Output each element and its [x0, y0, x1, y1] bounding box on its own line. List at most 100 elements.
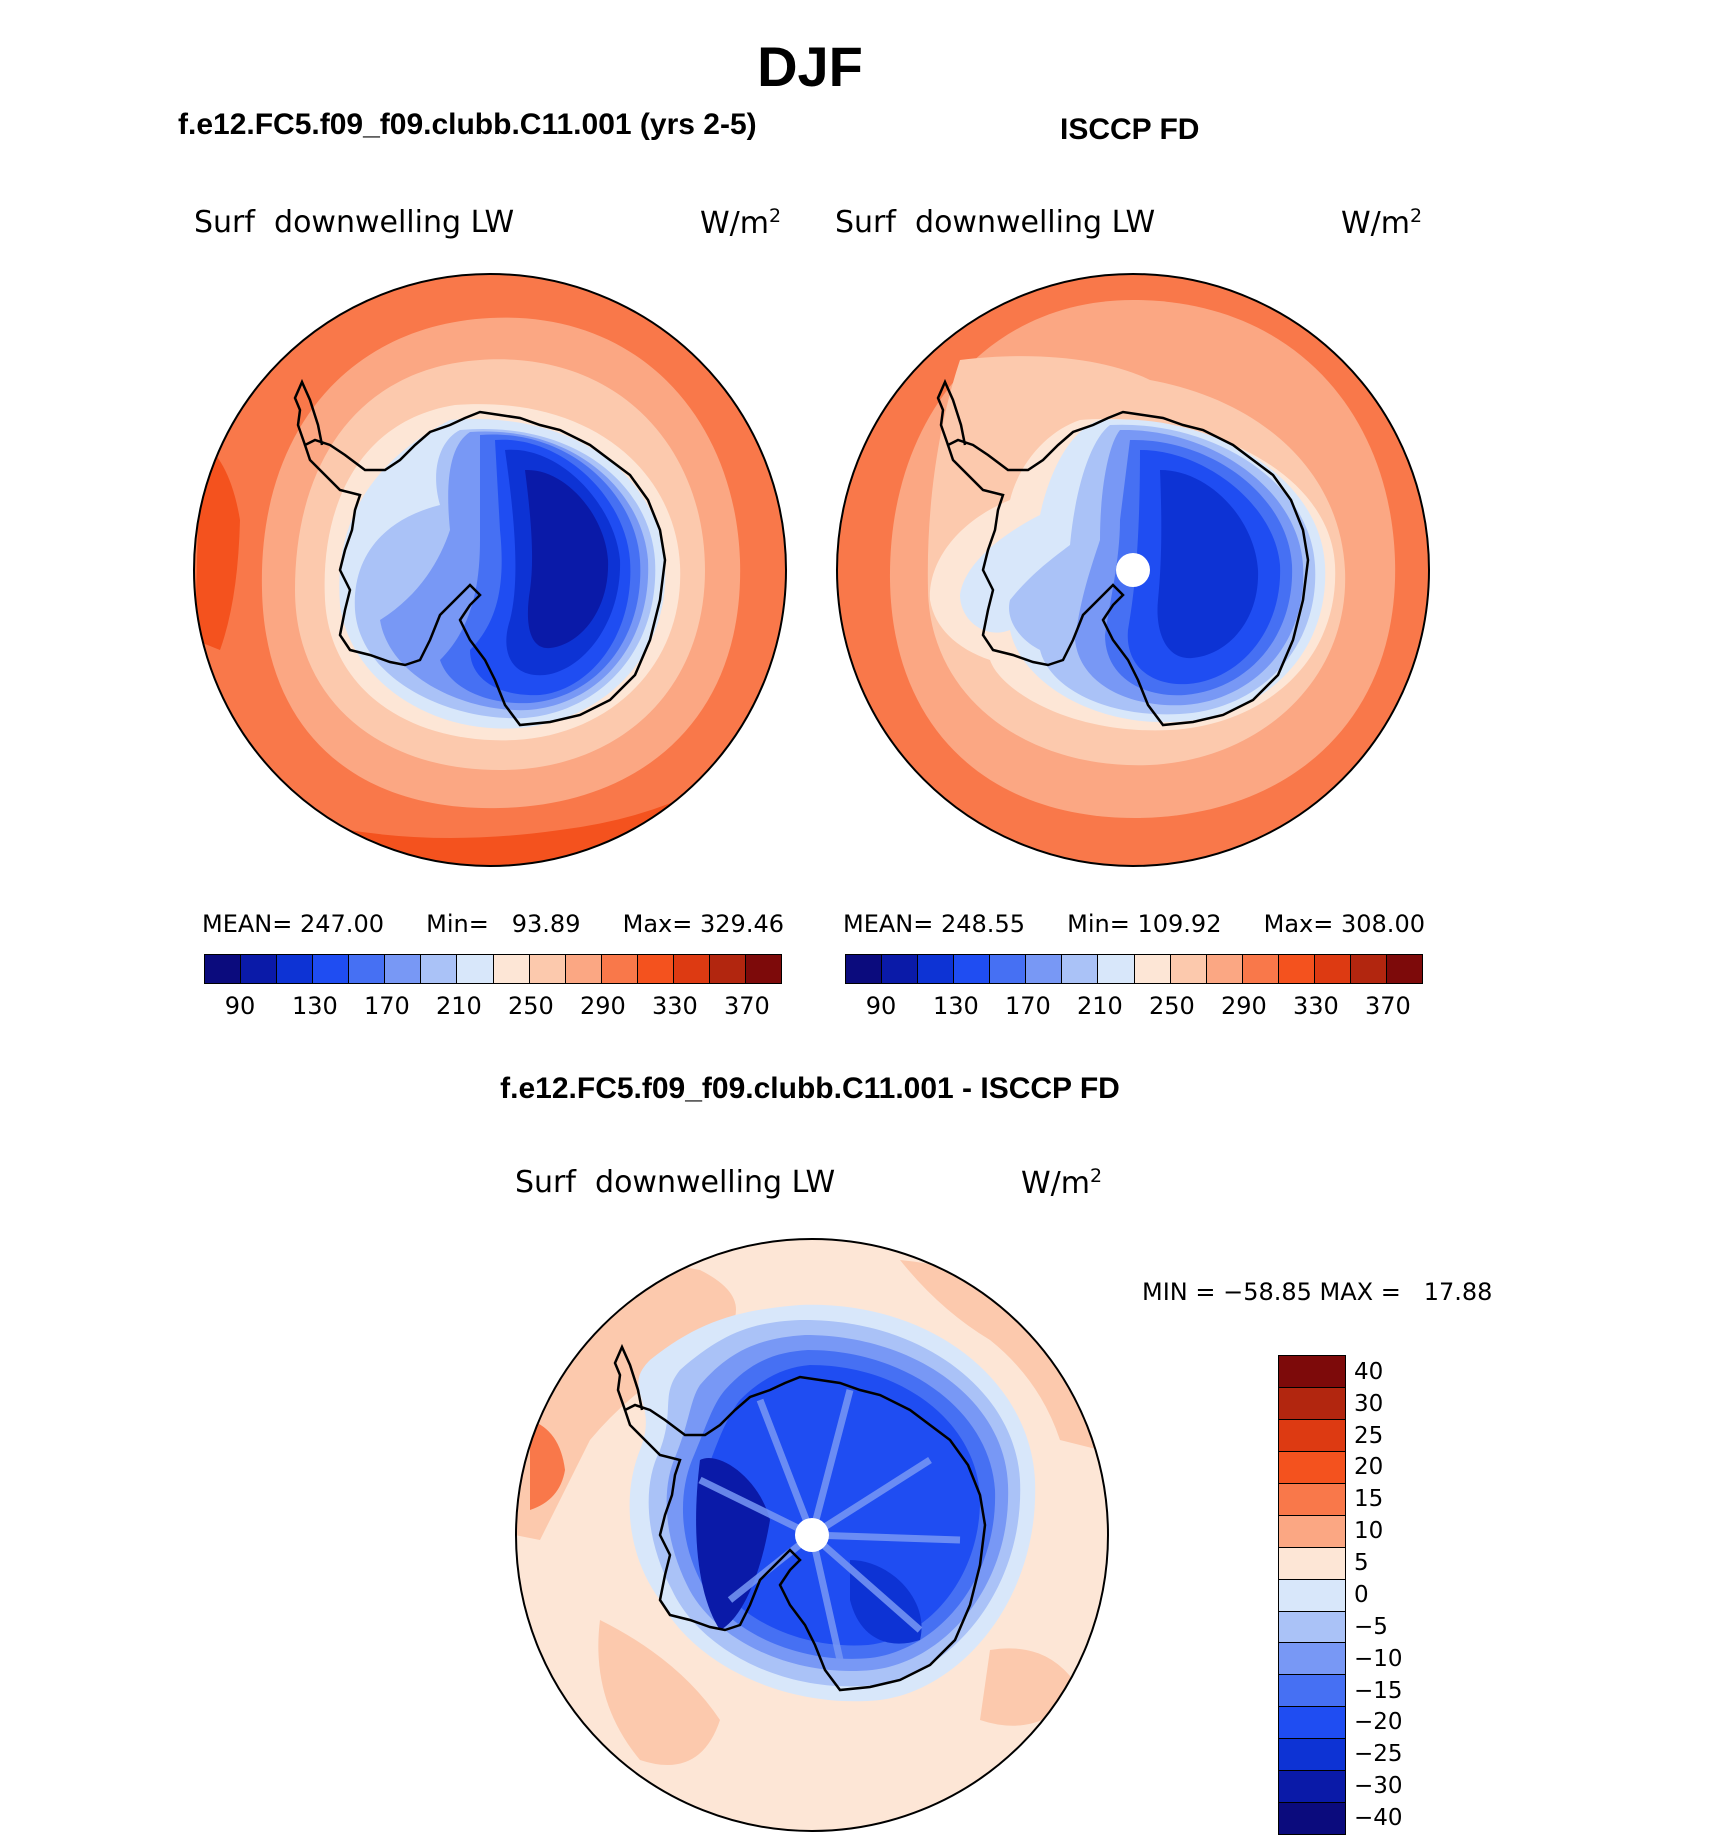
colorbar-tick-label: 130: [292, 992, 338, 1020]
diff-variable: Surf downwelling LW: [515, 1165, 836, 1200]
colorbar-tick-label: 330: [652, 992, 698, 1020]
colorbar-swatch: [1170, 955, 1207, 983]
panel-right-stats: MEAN= 248.55 Min= 109.92 Max= 308.00: [843, 910, 1425, 938]
colorbar-swatch: [1206, 955, 1243, 983]
colorbar-tick-label: −40: [1354, 1805, 1403, 1831]
panel-right-min: 109.92: [1137, 910, 1222, 938]
panel-left-units: W/m2: [700, 205, 782, 241]
panel-right-max: 308.00: [1341, 910, 1425, 938]
map-right-border: [836, 273, 1430, 867]
map-left-border: [193, 273, 787, 867]
colorbar-swatch: [313, 955, 350, 983]
colorbar-swatch: [637, 955, 674, 983]
colorbar-swatch: [1098, 955, 1135, 983]
map-right-coastline: [946, 410, 1310, 727]
map-left: [194, 274, 786, 866]
colorbar-diff-ticks: 40 30 25 20 15 10 5 0 −5 −10 −15 −20 −25 −30 −40: [1354, 1355, 1434, 1833]
colorbar-swatch: [1279, 1356, 1345, 1388]
map-diff: [516, 1239, 1108, 1831]
colorbar-swatch: [1279, 1515, 1345, 1548]
map-left-ice-6: [525, 469, 609, 649]
colorbar-left: [204, 954, 782, 984]
colorbar-swatch: [1279, 1643, 1345, 1676]
colorbar-swatch: [565, 955, 602, 983]
map-right: [837, 274, 1429, 866]
panel-left-stats: MEAN= 247.00 Min= 93.89 Max= 329.46: [202, 910, 784, 938]
colorbar-swatch: [385, 955, 422, 983]
colorbar-tick-label: 40: [1354, 1358, 1384, 1385]
colorbar-tick-label: 25: [1354, 1422, 1384, 1449]
colorbar-tick-label: 170: [1005, 992, 1051, 1020]
panel-left-max-label: Max=: [622, 910, 693, 938]
panel-left-variable: Surf downwelling LW: [194, 205, 515, 240]
colorbar-swatch: [421, 955, 458, 983]
diff-minmax: MIN = −58.85 MAX = 17.88: [1142, 1278, 1493, 1306]
colorbar-tick-label: 250: [508, 992, 554, 1020]
colorbar-swatch: [1279, 1771, 1345, 1804]
colorbar-swatch: [745, 955, 781, 983]
colorbar-swatch: [1279, 1451, 1345, 1484]
colorbar-tick-label: −15: [1354, 1677, 1403, 1704]
colorbar-swatch: [846, 955, 883, 983]
panel-right-title: ISCCP FD: [1060, 113, 1200, 146]
colorbar-swatch: [1279, 1675, 1345, 1708]
colorbar-swatch: [1026, 955, 1063, 983]
map-left-coastline: [303, 410, 667, 727]
colorbar-swatch: [1242, 955, 1279, 983]
colorbar-swatch: [1350, 955, 1387, 983]
colorbar-swatch: [457, 955, 494, 983]
figure-title: DJF: [757, 35, 863, 98]
colorbar-swatch: [1279, 1739, 1345, 1772]
colorbar-tick-label: −10: [1354, 1645, 1403, 1672]
colorbar-tick-label: −5: [1354, 1613, 1388, 1640]
colorbar-swatch: [241, 955, 278, 983]
colorbar-tick-label: 20: [1354, 1454, 1384, 1481]
colorbar-swatch: [954, 955, 991, 983]
panel-right-mean: 248.55: [941, 910, 1025, 938]
panel-right-max-label: Max=: [1263, 910, 1334, 938]
colorbar-tick-label: 130: [933, 992, 979, 1020]
colorbar-tick-label: 90: [865, 992, 897, 1020]
colorbar-right-ticks: 90 130 170 210 250 290 330 370: [845, 992, 1421, 1022]
colorbar-swatch: [918, 955, 955, 983]
colorbar-tick-label: −30: [1354, 1773, 1403, 1800]
colorbar-tick-label: 290: [580, 992, 626, 1020]
colorbar-tick-label: 210: [436, 992, 482, 1020]
map-diff-warm-patch-3: [598, 1620, 720, 1765]
colorbar-right: [845, 954, 1423, 984]
colorbar-swatch: [1278, 955, 1315, 983]
colorbar-tick-label: 10: [1354, 1518, 1384, 1545]
colorbar-tick-label: 210: [1077, 992, 1123, 1020]
colorbar-swatch: [1386, 955, 1422, 983]
map-left-peninsula: [293, 378, 324, 446]
panel-left-min: 93.89: [511, 910, 581, 938]
panel-right-min-label: Min=: [1067, 910, 1130, 938]
colorbar-swatch: [1062, 955, 1099, 983]
map-diff-hot-spot: [530, 1420, 565, 1510]
map-right-pole-hole: [1116, 553, 1150, 587]
panel-left-title: f.e12.FC5.f09_f09.clubb.C11.001 (yrs 2-5…: [178, 108, 757, 141]
map-right-ice-5: [1157, 470, 1259, 659]
colorbar-swatch: [1279, 1611, 1345, 1644]
map-diff-pole-hole: [795, 1518, 829, 1552]
panel-right-mean-label: MEAN=: [843, 910, 934, 938]
colorbar-swatch: [1314, 955, 1351, 983]
colorbar-left-ticks: 90 130 170 210 250 290 330 370: [204, 992, 780, 1022]
colorbar-swatch: [1279, 1419, 1345, 1452]
panel-left-min-label: Min=: [426, 910, 489, 938]
colorbar-tick-label: −20: [1354, 1709, 1403, 1736]
colorbar-tick-label: −25: [1354, 1741, 1403, 1768]
colorbar-swatch: [493, 955, 530, 983]
map-left-warm-patch: [195, 440, 240, 650]
diff-title: f.e12.FC5.f09_f09.clubb.C11.001 - ISCCP …: [500, 1072, 1120, 1105]
colorbar-diff: [1278, 1355, 1346, 1835]
colorbar-tick-label: 15: [1354, 1486, 1384, 1513]
colorbar-swatch: [205, 955, 242, 983]
map-diff-streaks: [698, 1389, 961, 1661]
map-diff-border: [515, 1238, 1109, 1832]
colorbar-swatch: [709, 955, 746, 983]
diff-units: W/m2: [1021, 1165, 1103, 1201]
colorbar-tick-label: 90: [224, 992, 256, 1020]
colorbar-tick-label: 370: [1365, 992, 1411, 1020]
